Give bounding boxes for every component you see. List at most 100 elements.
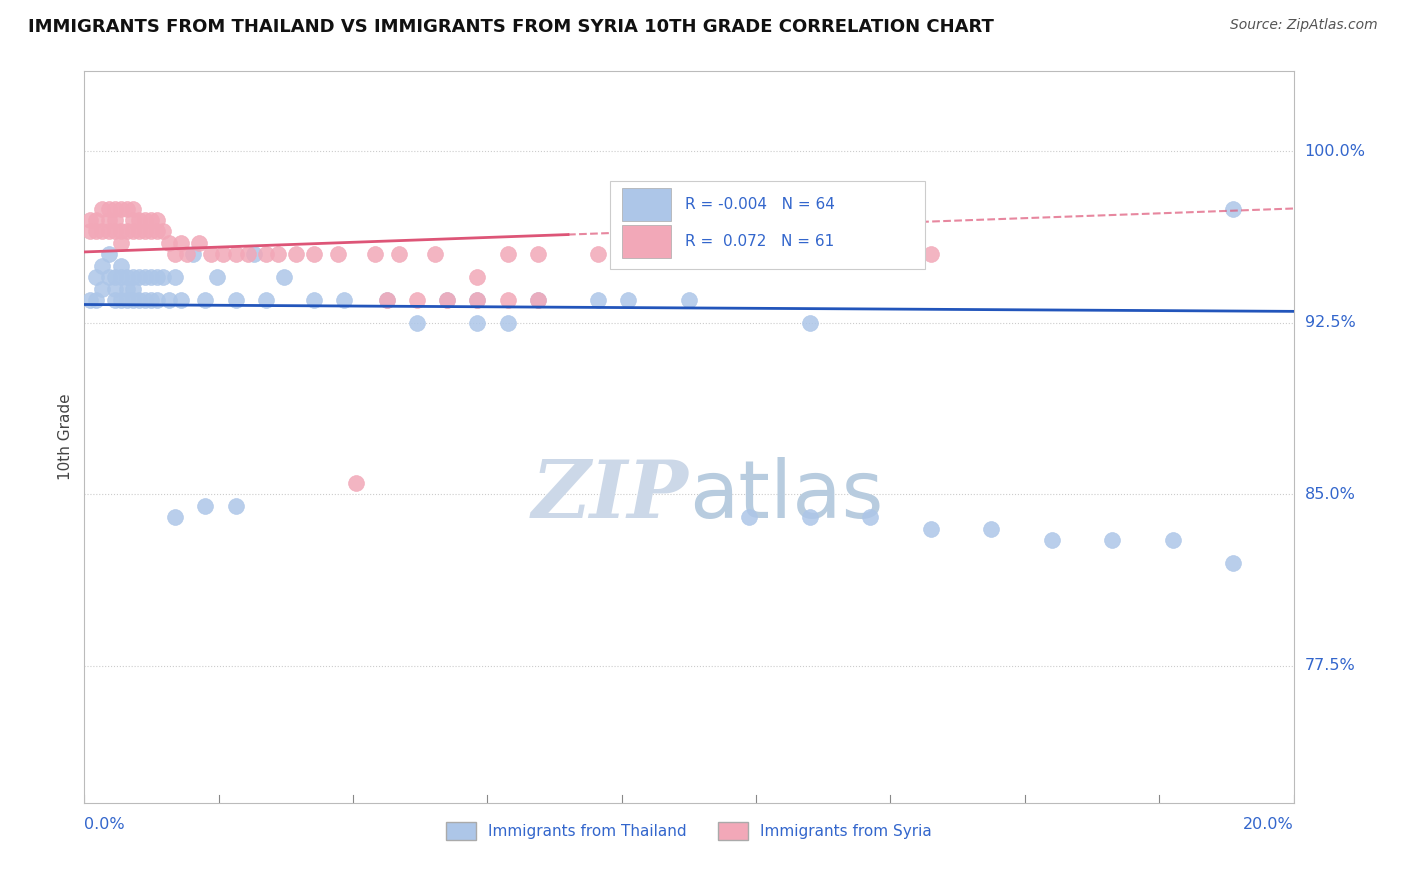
Point	[115, 293, 138, 307]
Point	[267, 247, 290, 261]
Point	[128, 213, 150, 227]
Point	[363, 247, 385, 261]
Point	[1040, 533, 1063, 547]
Point	[496, 316, 519, 330]
Point	[86, 224, 108, 238]
Point	[97, 224, 120, 238]
Point	[333, 293, 356, 307]
Point	[406, 316, 429, 330]
Point	[115, 224, 138, 238]
Point	[285, 247, 308, 261]
Point	[121, 293, 143, 307]
Bar	[623, 225, 671, 258]
Point	[110, 235, 132, 250]
Point	[648, 247, 671, 261]
Point	[139, 224, 162, 238]
Point	[139, 213, 162, 227]
Point	[128, 270, 150, 285]
Point	[152, 270, 174, 285]
Point	[97, 213, 120, 227]
Point	[1101, 533, 1123, 547]
Point	[799, 316, 821, 330]
Point	[617, 293, 640, 307]
Point	[165, 247, 187, 261]
Point	[709, 247, 731, 261]
Point	[236, 247, 259, 261]
Text: Source: ZipAtlas.com: Source: ZipAtlas.com	[1230, 18, 1378, 32]
Text: R = -0.004   N = 64: R = -0.004 N = 64	[685, 197, 835, 212]
Point	[134, 270, 156, 285]
Point	[436, 293, 458, 307]
Point	[527, 293, 550, 307]
Point	[170, 293, 193, 307]
Bar	[623, 188, 671, 221]
Point	[738, 510, 761, 524]
Point	[328, 247, 350, 261]
Point	[121, 213, 143, 227]
Point	[1161, 533, 1184, 547]
Point	[121, 202, 143, 216]
Point	[128, 293, 150, 307]
Point	[225, 499, 247, 513]
Text: ZIP: ZIP	[531, 457, 689, 534]
Point	[799, 510, 821, 524]
Point	[678, 293, 700, 307]
Point	[134, 293, 156, 307]
Point	[588, 247, 610, 261]
Point	[110, 270, 132, 285]
Point	[79, 213, 101, 227]
Point	[115, 270, 138, 285]
Point	[115, 281, 138, 295]
Point	[388, 247, 411, 261]
Point	[146, 293, 169, 307]
Point	[423, 247, 446, 261]
Point	[346, 475, 368, 490]
Point	[1222, 202, 1244, 216]
Point	[273, 270, 295, 285]
Point	[225, 247, 247, 261]
Point	[91, 202, 114, 216]
Point	[200, 247, 222, 261]
Point	[920, 247, 942, 261]
Point	[152, 224, 174, 238]
Text: IMMIGRANTS FROM THAILAND VS IMMIGRANTS FROM SYRIA 10TH GRADE CORRELATION CHART: IMMIGRANTS FROM THAILAND VS IMMIGRANTS F…	[28, 18, 994, 36]
Point	[170, 235, 193, 250]
Point	[176, 247, 198, 261]
Point	[859, 510, 882, 524]
Text: 100.0%: 100.0%	[1305, 144, 1365, 159]
Point	[467, 316, 489, 330]
Legend: Immigrants from Thailand, Immigrants from Syria: Immigrants from Thailand, Immigrants fro…	[440, 815, 938, 847]
Point	[104, 224, 127, 238]
Point	[467, 293, 489, 307]
Point	[467, 293, 489, 307]
Text: 92.5%: 92.5%	[1305, 315, 1355, 330]
Point	[104, 293, 127, 307]
Point	[104, 270, 127, 285]
Point	[110, 224, 132, 238]
Point	[188, 235, 211, 250]
Point	[225, 293, 247, 307]
Point	[165, 510, 187, 524]
Point	[139, 293, 162, 307]
Text: R =  0.072   N = 61: R = 0.072 N = 61	[685, 234, 835, 249]
Point	[134, 213, 156, 227]
Point	[194, 499, 217, 513]
Y-axis label: 10th Grade: 10th Grade	[58, 393, 73, 481]
Point	[110, 293, 132, 307]
Point	[1222, 556, 1244, 570]
Point	[799, 247, 821, 261]
Point	[527, 247, 550, 261]
Point	[980, 521, 1002, 535]
Point	[115, 202, 138, 216]
Point	[146, 224, 169, 238]
Point	[406, 293, 429, 307]
Point	[375, 293, 398, 307]
Point	[91, 281, 114, 295]
Bar	[610, 181, 925, 268]
Point	[110, 202, 132, 216]
Point	[157, 293, 180, 307]
Point	[134, 224, 156, 238]
Point	[302, 293, 325, 307]
Point	[146, 270, 169, 285]
Point	[121, 270, 143, 285]
